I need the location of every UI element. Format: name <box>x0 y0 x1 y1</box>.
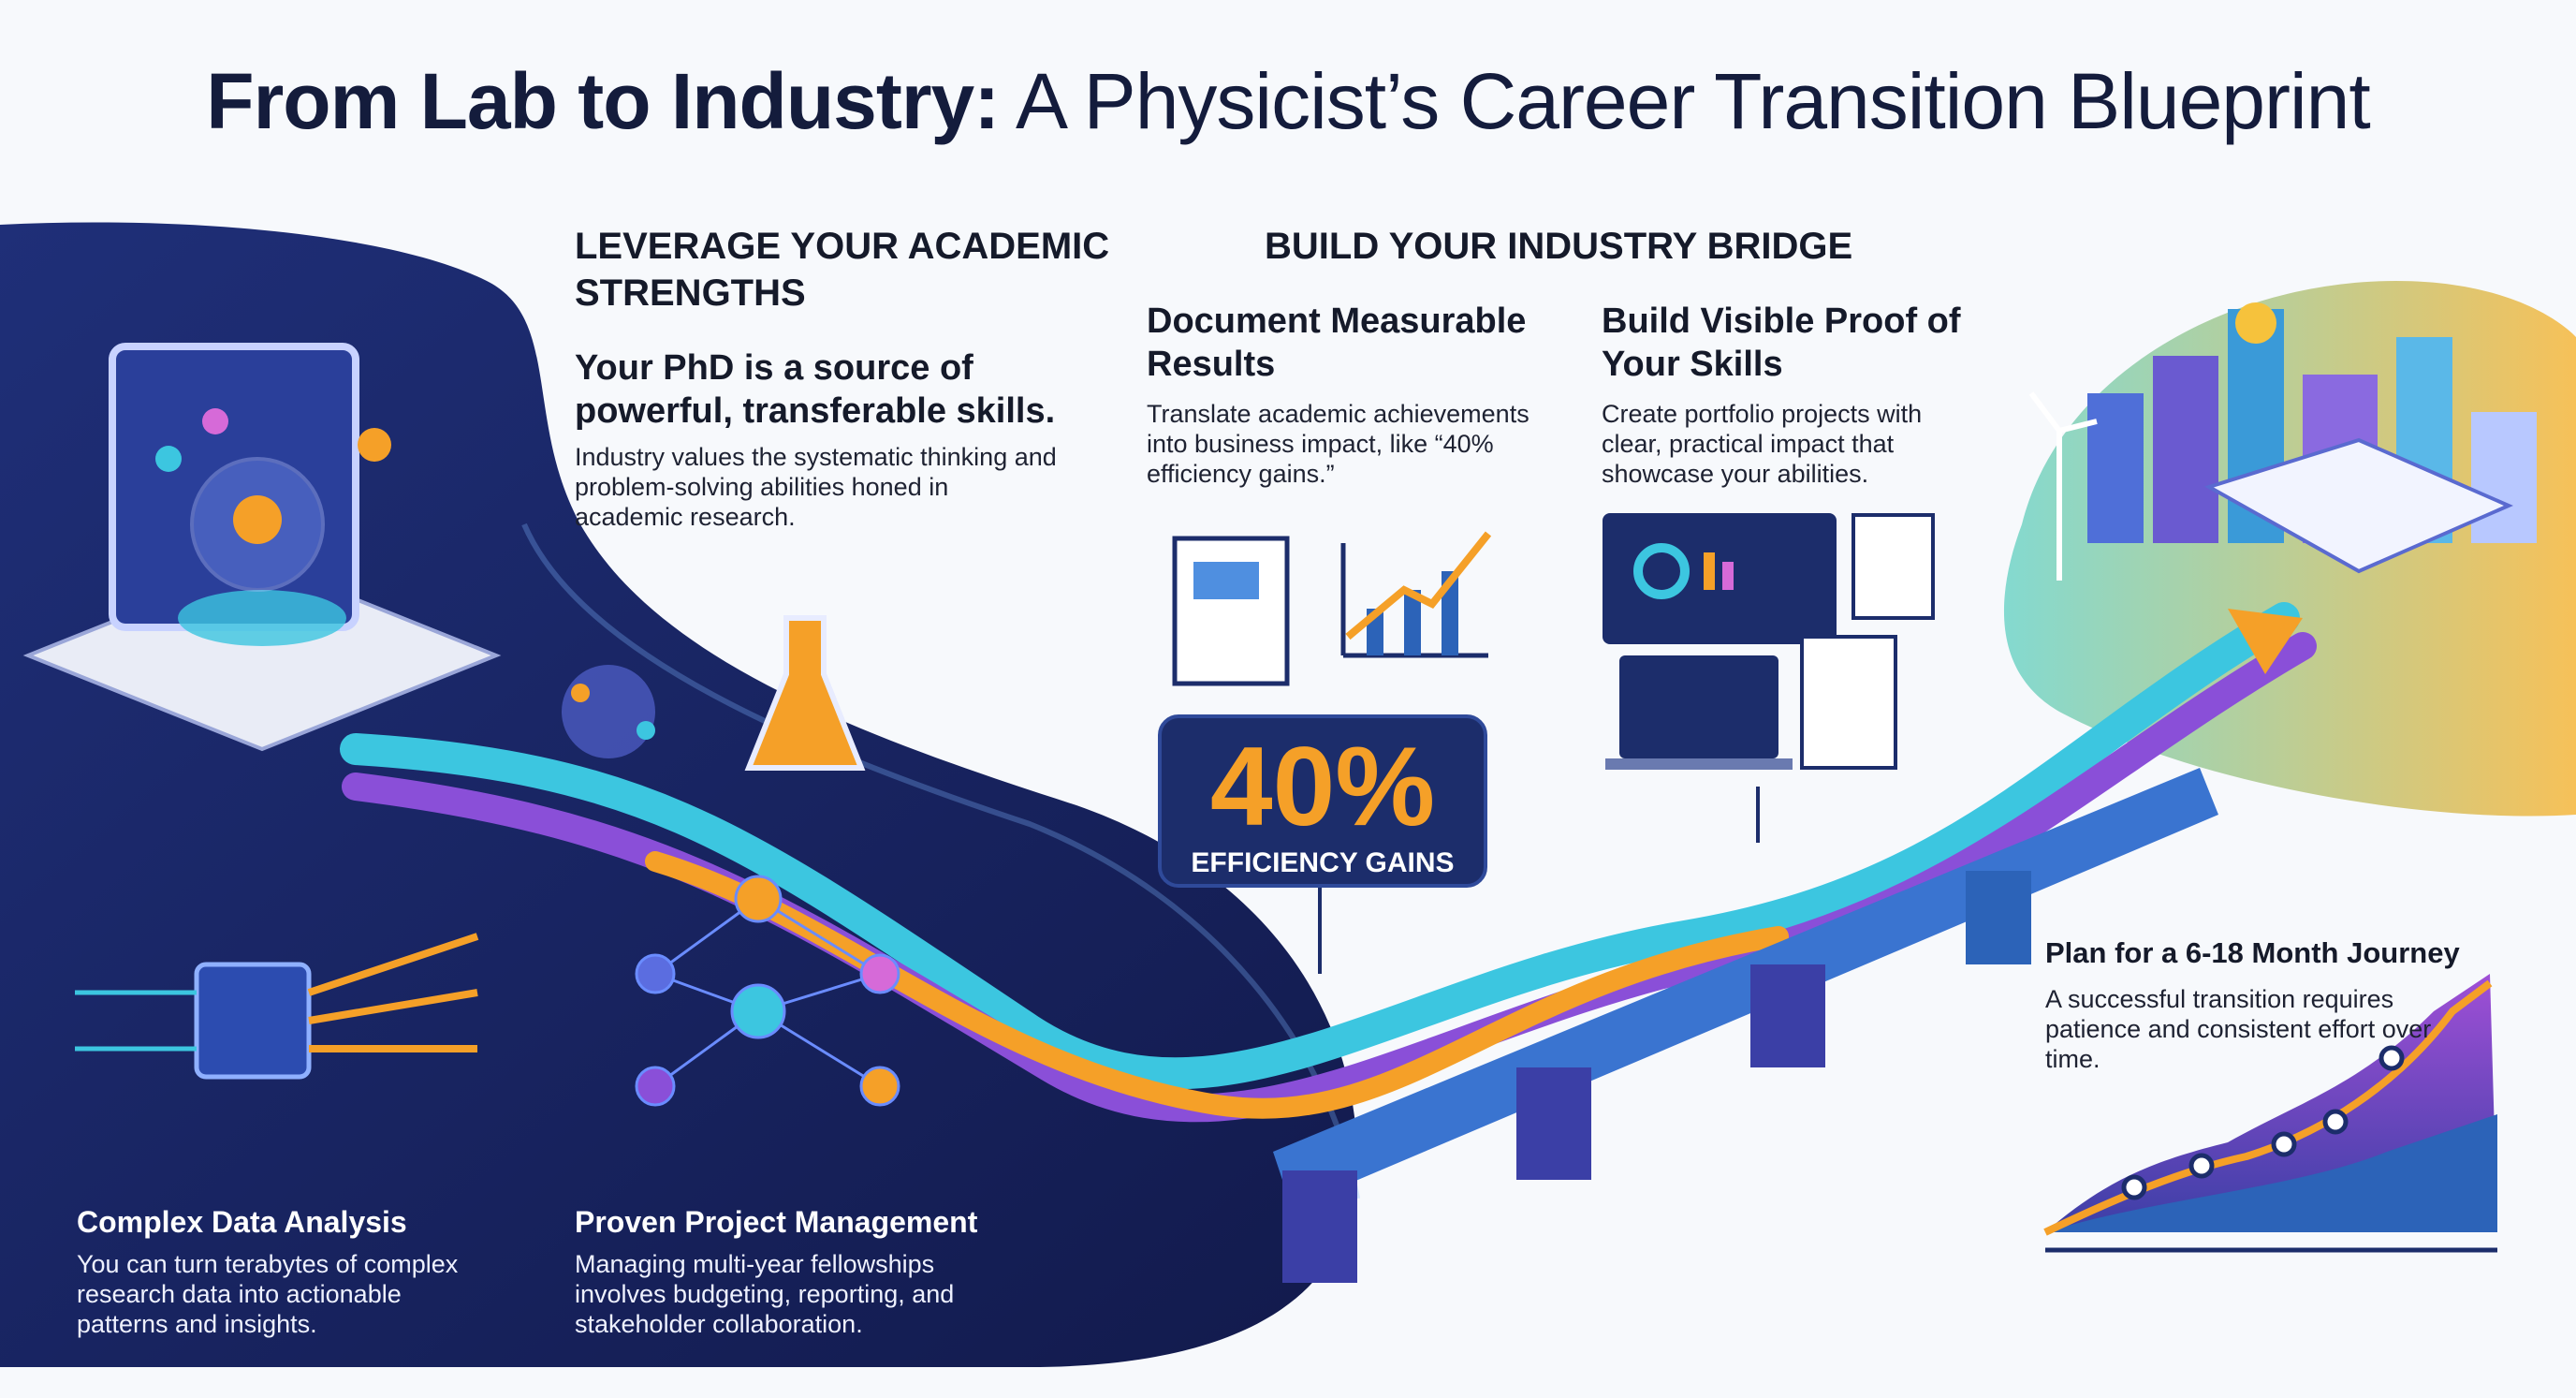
flowing-bands <box>340 602 2317 1123</box>
item-document-results: Document Measurable Results Translate ac… <box>1147 300 1540 489</box>
item-visible-proof: Build Visible Proof of Your Skills Creat… <box>1602 300 1976 489</box>
city-icon <box>2087 309 2537 574</box>
code-laptop-icon <box>1605 513 1935 770</box>
milestone-marker <box>2378 1045 2405 1071</box>
milestone-marker <box>2188 1153 2215 1179</box>
card-title: Complex Data Analysis <box>77 1205 407 1239</box>
growth-chart-icon <box>1340 531 1492 658</box>
bridge-icon <box>1273 768 2218 1283</box>
journey-growth-chart <box>2043 974 2497 1253</box>
flask-icon <box>744 615 866 771</box>
left-section-body: Industry values the systematic thinking … <box>575 443 1057 531</box>
milestone-marker <box>2322 1109 2349 1135</box>
left-section-heading: LEVERAGE YOUR ACADEMIC STRENGTHS <box>575 226 1110 314</box>
item-title: Plan for a 6-18 Month Journey <box>2045 936 2460 969</box>
wind-turbine-icon <box>2028 391 2098 581</box>
item-journey-plan: Plan for a 6-18 Month Journey A successf… <box>2045 932 2532 1074</box>
card-project-management: Proven Project Management Managing multi… <box>575 1200 1015 1339</box>
item-body: Create portfolio projects with clear, pr… <box>1602 400 1923 488</box>
network-icon <box>635 875 900 1107</box>
milestone-marker <box>2271 1131 2297 1157</box>
item-body: Translate academic achievements into bus… <box>1147 400 1530 488</box>
left-section-subheading: Your PhD is a source of powerful, transf… <box>575 348 1056 431</box>
card-complex-data-analysis: Complex Data Analysis You can turn terab… <box>77 1200 498 1339</box>
molecule-icon <box>562 665 655 758</box>
card-title: Proven Project Management <box>575 1205 978 1239</box>
chip-icon <box>75 933 479 1080</box>
callout-label: EFFICIENCY GAINS <box>1191 847 1455 878</box>
arrow-head-icon <box>2228 609 2303 674</box>
callout-value: 40% <box>1209 724 1436 849</box>
page-title: From Lab to Industry: A Physicist’s Care… <box>0 56 2576 147</box>
card-body: Managing multi-year fellowships involves… <box>575 1250 955 1338</box>
report-document-icon <box>1172 536 1290 686</box>
lab-equipment-icon <box>22 343 502 752</box>
item-title: Build Visible Proof of Your Skills <box>1602 302 1961 384</box>
efficiency-callout: 40% EFFICIENCY GAINS <box>1158 714 1487 888</box>
journey-trend-line <box>2043 979 2493 1236</box>
item-title: Document Measurable Results <box>1147 302 1527 384</box>
dashboard-icon <box>1603 513 1837 644</box>
card-body: You can turn terabytes of complex resear… <box>77 1250 459 1338</box>
right-section-heading: BUILD YOUR INDUSTRY BRIDGE <box>1265 226 1853 267</box>
milestone-marker <box>2121 1174 2147 1200</box>
title-bold: From Lab to Industry: <box>206 57 1000 145</box>
item-body: A successful transition requires patienc… <box>2045 985 2432 1073</box>
title-rest: A Physicist’s Career Transition Blueprin… <box>999 57 2371 145</box>
lightbulb-icon <box>2235 302 2276 344</box>
